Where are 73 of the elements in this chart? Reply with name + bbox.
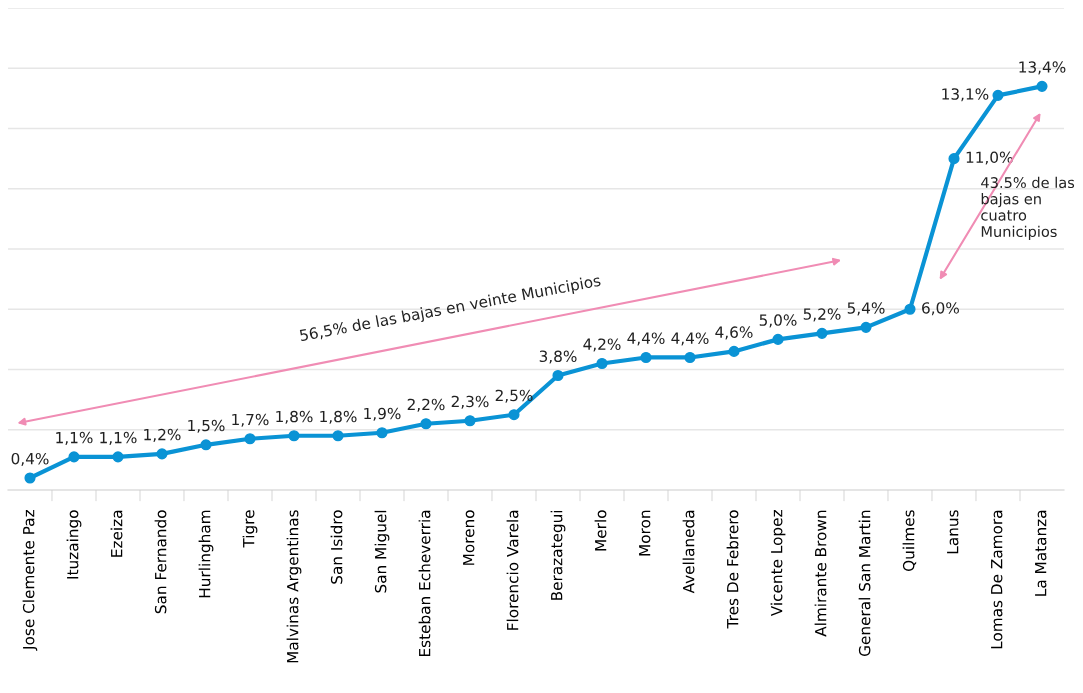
data-label: 1,5%	[188, 419, 225, 433]
point	[816, 327, 828, 339]
point	[68, 451, 80, 463]
point	[860, 321, 872, 333]
data-label: 5,2%	[803, 308, 841, 322]
point	[552, 369, 564, 382]
data-label: 6,0%	[922, 302, 959, 316]
x-tick-label: Ezeiza	[110, 510, 123, 557]
data-label: 11,0%	[966, 151, 1013, 165]
x-tick-label: Lomas De Zamora	[991, 510, 1003, 649]
x-tick-label: Berazategui	[550, 510, 566, 600]
x-tick-label: Florencio Varela	[506, 510, 519, 630]
data-label: 1,9%	[364, 407, 401, 421]
point	[508, 409, 520, 421]
annotation: 43.5% de las bajas en cuatro Municipios	[981, 176, 1075, 240]
data-label: 1,8%	[276, 410, 313, 424]
data-label: 4,6%	[715, 326, 753, 340]
data-label: 5,4%	[847, 302, 885, 316]
point	[772, 333, 784, 345]
x-tick-label: Moron	[639, 510, 651, 556]
point	[156, 448, 168, 460]
point	[420, 418, 432, 430]
x-tick-label: Vicente Lopez	[770, 510, 786, 617]
point	[596, 357, 608, 370]
data-label: 3,8%	[539, 350, 577, 364]
data-label: 0,4%	[11, 452, 49, 467]
data-label: 2,3%	[451, 395, 489, 409]
x-tick-label: Hurlingham	[198, 510, 214, 598]
data-label: 13,1%	[942, 88, 989, 102]
point	[332, 430, 344, 442]
data-label: 1,8%	[320, 410, 357, 424]
data-label: 4,4%	[627, 332, 665, 346]
point	[992, 89, 1004, 101]
point	[200, 439, 212, 451]
x-tick-label: Tigre	[242, 510, 258, 548]
x-tick-label: Quilmes	[902, 510, 917, 572]
x-tick-label: Tres De Febrero	[726, 510, 739, 629]
point	[1036, 80, 1048, 92]
x-tick-label: Ituzaingo	[66, 510, 82, 579]
point	[112, 451, 124, 463]
x-tick-label: Esteban Echeverria	[418, 510, 431, 657]
x-tick-label: Merlo	[594, 510, 607, 551]
x-tick-label: General San Martin	[858, 510, 871, 656]
data-label: 4,4%	[671, 332, 709, 346]
data-label: 4,2%	[583, 338, 621, 352]
data-label: 1,1%	[100, 431, 137, 445]
x-tick-label: San Fernando	[154, 510, 167, 614]
x-tick-label: San Miguel	[374, 510, 390, 593]
data-label: 1,7%	[232, 413, 269, 427]
x-tick-label: Lanus	[947, 510, 959, 554]
point	[640, 351, 652, 364]
point	[684, 351, 696, 364]
x-tick-label: Moreno	[463, 510, 475, 565]
x-tick-label: Malvinas Argentinas	[286, 510, 302, 663]
data-label: 1,1%	[56, 431, 93, 445]
data-label: 2,5%	[495, 389, 533, 403]
x-tick-label: Almirante Brown	[814, 510, 827, 637]
x-tick-label: Avellaneda	[682, 510, 695, 594]
data-label: 13,4%	[1019, 61, 1066, 75]
point	[728, 345, 740, 357]
data-label: 1,2%	[144, 428, 181, 442]
point	[904, 303, 916, 315]
data-label: 2,2%	[407, 398, 445, 412]
point	[464, 415, 476, 427]
x-tick-label: San Isidro	[330, 510, 343, 584]
point	[244, 433, 256, 445]
x-tick-label: La Matanza	[1035, 510, 1047, 596]
point	[24, 472, 36, 484]
x-tick-label: Jose Clemente Paz	[22, 510, 38, 651]
point	[288, 430, 300, 442]
data-label: 5,0%	[759, 314, 797, 328]
point	[376, 427, 388, 439]
point	[948, 153, 960, 165]
